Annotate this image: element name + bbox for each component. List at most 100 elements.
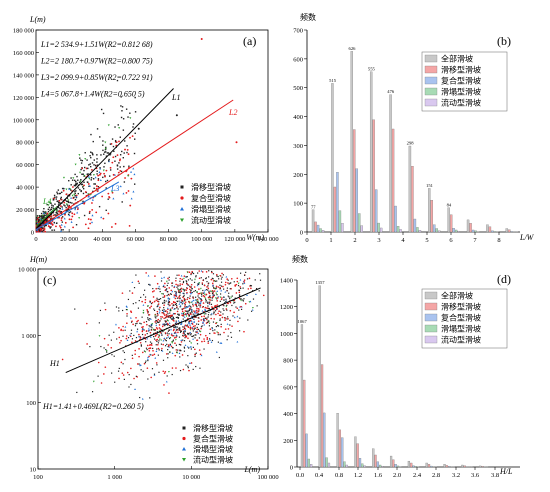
bar [307,458,310,468]
scatter-point [197,323,200,325]
scatter-point [219,318,221,320]
scatter-point [104,302,106,304]
scatter-point [182,331,185,333]
scatter-point [125,337,128,340]
scatter-point [169,351,171,354]
bar [430,465,433,468]
scatter-point [71,215,74,218]
scatter-point [150,376,152,379]
scatter-point [132,303,134,305]
scatter-point [140,369,142,371]
scatter-point [128,386,130,388]
scatter-point [202,302,205,304]
scatter-point [178,289,180,291]
scatter-point [205,277,207,279]
scatter-point [202,321,204,323]
scatter-point [149,347,151,349]
scatter-point [174,326,177,329]
scatter-point [198,349,201,351]
scatter-point [55,196,58,198]
scatter-point [84,158,87,161]
scatter-point [222,308,224,310]
scatter-point [166,343,168,345]
y-tick-label: 800 [283,358,293,365]
scatter-point [206,317,208,319]
scatter-point [73,179,76,182]
scatter-point [141,330,144,333]
legend-marker [180,218,184,222]
scatter-point [176,304,178,307]
scatter-point [131,354,133,356]
scatter-point [204,306,207,309]
fit-line [35,207,57,227]
scatter-point [41,215,43,217]
scatter-point [172,316,174,318]
scatter-point [179,294,181,296]
scatter-point [239,317,241,319]
scatter-point [96,154,98,156]
scatter-point [197,313,200,315]
scatter-point [186,271,189,274]
bar [466,219,470,233]
scatter-point [38,223,40,226]
scatter-point [158,301,160,303]
scatter-point [115,306,118,308]
scatter-point [183,327,186,330]
scatter-point [153,300,156,303]
scatter-point [115,323,117,326]
scatter-point [170,289,173,292]
scatter-point [216,290,219,292]
scatter-point [258,290,260,292]
scatter-point [127,298,130,301]
bar [493,231,497,233]
scatter-point [202,321,204,324]
scatter-point [47,216,49,219]
scatter-point [150,305,153,308]
scatter-point [130,310,132,313]
scatter-point [173,328,175,331]
scatter-point [180,341,183,343]
scatter-point [222,285,224,288]
x-tick-label: 60 000 [126,236,144,243]
scatter-point [173,308,176,310]
bar [333,186,337,233]
y-tick-label: 120 000 [13,95,34,102]
scatter-point [174,331,177,333]
scatter-point [156,364,158,366]
scatter-point [155,322,157,324]
fit-equation: L3=2 099.9+0.85W(R2=0.722 91) [40,73,153,82]
scatter-point [122,118,125,120]
scatter-point [38,215,41,217]
scatter-point [121,201,123,203]
scatter-point [193,314,195,316]
scatter-point [169,343,171,345]
scatter-point [134,388,136,390]
scatter-point [131,341,133,344]
scatter-point [205,271,208,273]
scatter-point [193,290,195,293]
scatter-point [252,307,254,309]
scatter-point [83,184,85,187]
scatter-point [120,116,123,119]
scatter-point [163,299,166,302]
scatter-point [150,344,153,346]
y-tick-label: 1400 [280,278,293,285]
scatter-point [194,348,196,351]
scatter-point [190,306,192,308]
scatter-point [171,285,173,287]
scatter-point [134,353,136,355]
scatter-point [75,224,78,226]
scatter-point [102,149,104,152]
scatter-point [133,334,135,337]
scatter-point [109,153,112,155]
scatter-point [80,190,82,193]
scatter-point [50,202,52,205]
scatter-point [242,283,244,285]
scatter-point [177,284,179,286]
bar [376,461,379,468]
scatter-point [171,367,174,369]
bar-value-label: 151 [426,183,434,188]
legend-label: 滑塌型滑坡 [441,324,481,334]
scatter-point [92,190,94,193]
